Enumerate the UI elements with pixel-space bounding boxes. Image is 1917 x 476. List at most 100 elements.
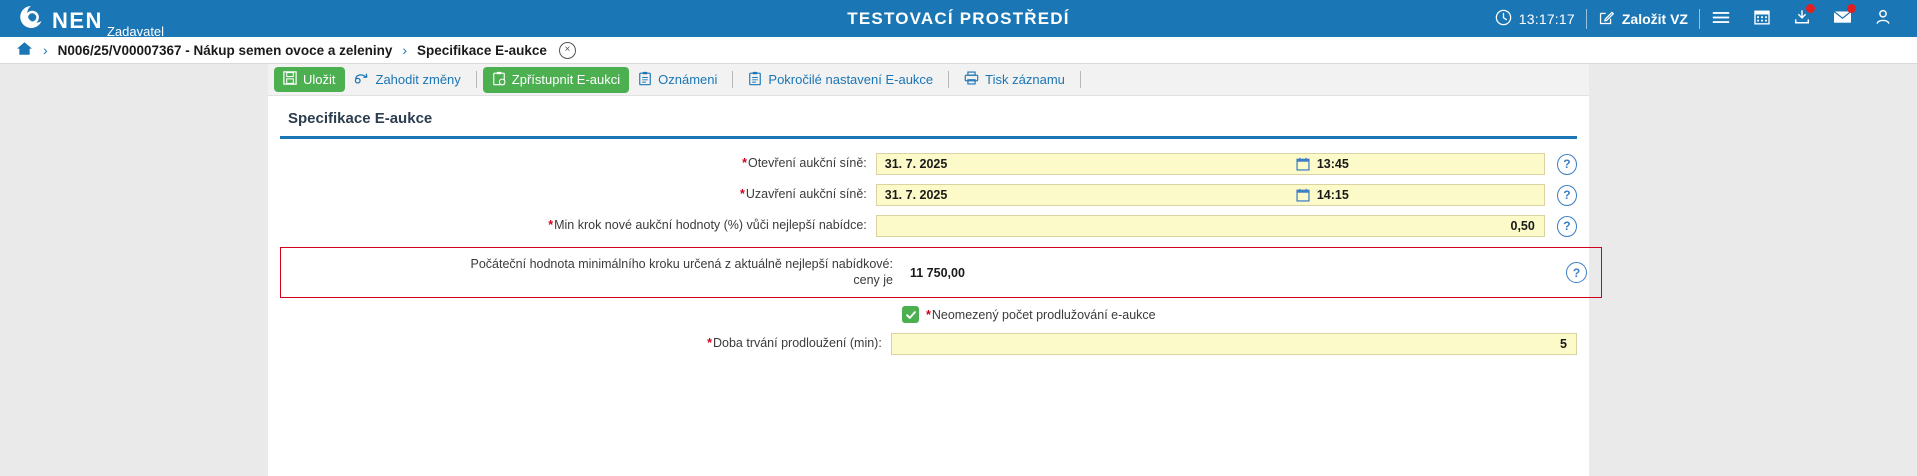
inbox-button[interactable] (1782, 0, 1822, 37)
duration-input[interactable]: 5 (890, 333, 1577, 356)
save-button[interactable]: Uložit (274, 67, 345, 92)
breadcrumb-separator: › (43, 42, 48, 58)
clock-icon (1495, 9, 1512, 29)
save-disk-icon (283, 71, 297, 88)
open-time-value[interactable]: 13:45 (1316, 157, 1349, 171)
publish-label: Zpřístupnit E-aukci (511, 72, 621, 87)
breadcrumb-item-procurement[interactable]: N006/25/V00007367 - Nákup semen ovoce a … (57, 42, 393, 58)
open-datetime-field[interactable]: 31. 7. 2025 13:45 (875, 153, 1545, 175)
minstep-label: *Min krok nové aukční hodnoty (%) vůči n… (280, 218, 876, 234)
print-label: Tisk záznamu (985, 72, 1065, 87)
form-row-unlimited: *Neomezený počet prodlužování e-aukce (280, 306, 1577, 324)
mail-button[interactable] (1822, 0, 1863, 37)
home-icon[interactable] (16, 41, 33, 59)
initial-value-label: Počáteční hodnota minimálního kroku urče… (281, 257, 902, 288)
calendar-icon[interactable] (1296, 157, 1310, 171)
help-icon[interactable]: ? (1556, 184, 1577, 206)
clipboard-icon (748, 71, 762, 89)
breadcrumb-item-current: Specifikace E-aukce (417, 42, 547, 58)
clipboard-clock-icon (492, 71, 506, 89)
undo-icon (354, 72, 370, 88)
calendar-icon[interactable] (1296, 188, 1310, 202)
close-datetime-field[interactable]: 31. 7. 2025 14:15 (875, 184, 1545, 206)
form-row-close: *Uzavření aukční síně: 31. 7. 2025 (280, 184, 1577, 206)
toolbar-divider (948, 71, 950, 88)
brand-name: NEN (52, 8, 103, 33)
close-icon[interactable]: × (558, 41, 576, 59)
current-time: 13:17:17 (1518, 10, 1575, 27)
duration-label-text: Doba trvání prodloužení (min): (712, 336, 882, 351)
form-row-duration: *Doba trvání prodloužení (min): 5 (280, 333, 1577, 356)
minstep-value[interactable]: 0,50 (1510, 219, 1535, 233)
duration-label: *Doba trvání prodloužení (min): (280, 336, 891, 352)
nen-logo-icon (18, 4, 44, 33)
inbox-badge (1806, 4, 1815, 13)
printer-icon (964, 71, 979, 88)
open-date-value[interactable]: 31. 7. 2025 (884, 157, 948, 171)
duration-value[interactable]: 5 (1560, 337, 1567, 352)
required-marker: * (548, 218, 554, 233)
notice-button[interactable]: Oznámeni (629, 67, 726, 93)
advanced-settings-button[interactable]: Pokročilé nastavení E-aukce (739, 67, 942, 93)
required-marker: * (707, 336, 712, 351)
brand[interactable]: NEN Zadavatel (0, 4, 168, 38)
content-area: Uložit Zahodit změny (268, 64, 1602, 476)
check-icon (905, 310, 916, 319)
minstep-label-text: Min krok nové aukční hodnoty (%) vůči ne… (554, 218, 867, 233)
advanced-label: Pokročilé nastavení E-aukce (768, 72, 934, 87)
divider (1699, 8, 1700, 29)
mail-badge (1847, 4, 1856, 13)
toolbar-divider (1079, 71, 1081, 88)
close-time-value[interactable]: 14:15 (1316, 188, 1349, 202)
unlimited-extensions-checkbox[interactable] (902, 306, 919, 324)
unlimited-label-text: Neomezený počet prodlužování e-aukce (931, 307, 1156, 322)
specification-panel: Specifikace E-aukce *Otevření aukční sín… (268, 96, 1602, 356)
notice-label: Oznámeni (658, 72, 718, 87)
discard-changes-button[interactable]: Zahodit změny (345, 68, 470, 92)
open-label: *Otevření aukční síně: (280, 156, 876, 172)
hamburger-menu-icon (1711, 9, 1731, 29)
save-label: Uložit (303, 72, 336, 87)
breadcrumb-separator: › (402, 42, 408, 58)
close-time-group[interactable]: 14:15 (1288, 188, 1544, 202)
toolbar-divider (732, 71, 734, 88)
clipboard-icon (638, 71, 652, 89)
page-background: Uložit Zahodit změny (0, 64, 1917, 476)
eauction-form: *Otevření aukční síně: 31. 7. 2025 (280, 139, 1602, 356)
header-actions: 13:17:17 Založit VZ (1484, 0, 1917, 37)
toolbar-divider (475, 71, 477, 88)
calendar-icon (1753, 8, 1771, 29)
create-vz-button[interactable]: Založit VZ (1587, 0, 1699, 37)
user-avatar-icon (1874, 8, 1892, 29)
calendar-button[interactable] (1742, 0, 1782, 37)
breadcrumb: › N006/25/V00007367 - Nákup semen ovoce … (0, 37, 1917, 64)
help-icon[interactable]: ? (1566, 262, 1587, 284)
help-icon[interactable]: ? (1556, 153, 1577, 175)
publish-eauction-button[interactable]: Zpřístupnit E-aukci (482, 66, 630, 93)
open-time-group[interactable]: 13:45 (1288, 157, 1544, 171)
required-marker: * (740, 187, 745, 202)
initial-label-line2: ceny je (853, 272, 893, 287)
help-icon[interactable]: ? (1556, 215, 1577, 237)
user-menu-button[interactable] (1863, 0, 1903, 37)
download-inbox-icon (1793, 8, 1811, 29)
minstep-input[interactable]: 0,50 (875, 215, 1545, 237)
required-marker: * (742, 156, 747, 171)
edit-icon (1598, 9, 1615, 29)
close-date-value[interactable]: 31. 7. 2025 (884, 188, 948, 202)
brand-subtitle: Zadavatel (106, 24, 165, 39)
close-label-text: Uzavření aukční síně: (745, 187, 867, 202)
app-header: NEN Zadavatel TESTOVACÍ PROSTŘEDÍ 13:17:… (0, 0, 1917, 38)
initial-value-highlight-box: Počáteční hodnota minimálního kroku urče… (280, 247, 1602, 299)
open-label-text: Otevření aukční síně: (747, 156, 867, 171)
create-vz-label: Založit VZ (1621, 10, 1688, 27)
menu-button[interactable] (1700, 0, 1742, 37)
print-record-button[interactable]: Tisk záznamu (955, 67, 1074, 92)
unlimited-label: *Neomezený počet prodlužování e-aukce (926, 308, 1156, 322)
form-row-open: *Otevření aukční síně: 31. 7. 2025 (280, 153, 1577, 175)
required-marker: * (926, 307, 931, 322)
action-toolbar: Uložit Zahodit změny (268, 64, 1589, 96)
envelope-icon (1833, 9, 1852, 28)
close-label: *Uzavření aukční síně: (280, 187, 876, 203)
discard-label: Zahodit změny (375, 72, 461, 87)
